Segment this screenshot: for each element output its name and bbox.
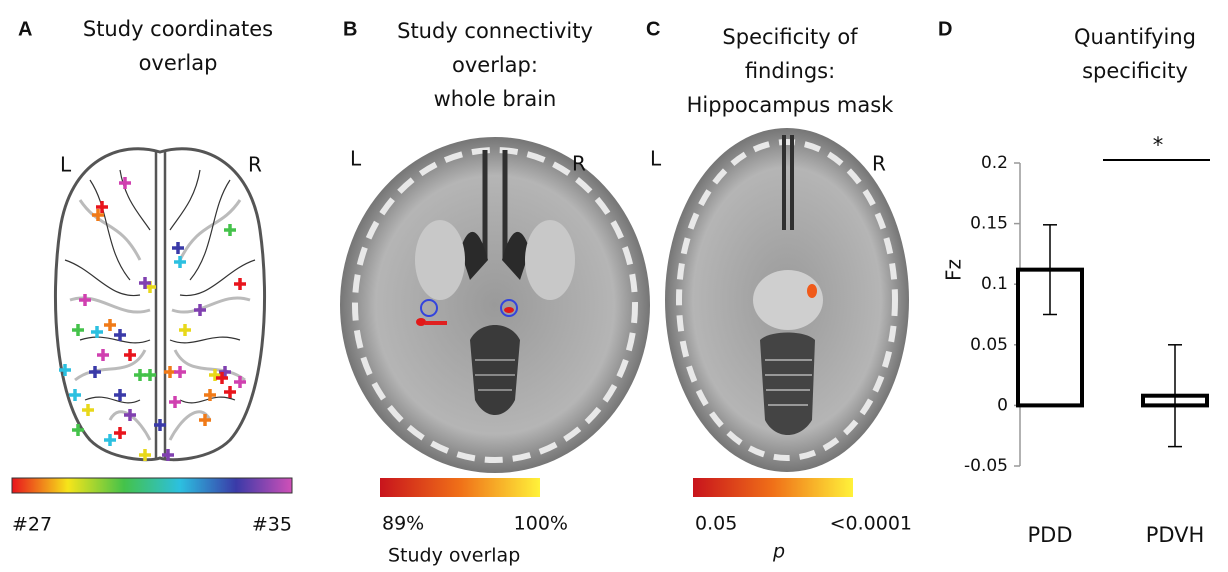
brain-slice (340, 137, 650, 473)
colorbar (380, 478, 540, 497)
panel-letter: A (18, 18, 32, 40)
panel-title: overlap (139, 51, 218, 75)
y-tick-label: -0.05 (964, 456, 1008, 476)
scale-label: <0.0001 (830, 513, 912, 535)
panel-letter: D (938, 18, 952, 40)
y-tick-label: 0.2 (981, 153, 1008, 173)
x-tick-label: PDD (1027, 523, 1072, 547)
y-tick-label: 0.15 (970, 214, 1008, 234)
scale-title: p (772, 541, 785, 563)
chart-title: specificity (1082, 59, 1188, 83)
scale-label: 100% (514, 513, 568, 535)
bar-chart: -0.05 0 0.05 0.1 0.15 0.2 PDD PDVH * (964, 133, 1210, 547)
brain-slice (665, 128, 909, 472)
panel-title: findings: (745, 59, 835, 83)
scale-label: 89% (382, 513, 424, 535)
colorbar (693, 478, 853, 497)
significance-label: * (1153, 133, 1164, 157)
side-label: R (872, 152, 886, 176)
panel-letter: C (646, 18, 660, 40)
y-tick-label: 0.1 (981, 274, 1008, 294)
y-tick-label: 0.05 (970, 335, 1008, 355)
scale-label: 0.05 (695, 513, 737, 535)
glass-brain (53, 147, 267, 462)
chart-title: Quantifying (1074, 25, 1196, 49)
panel-title: Study coordinates (83, 17, 273, 41)
panel-title: overlap: (452, 53, 538, 77)
panel-title: Study connectivity (397, 19, 593, 43)
scale-label: #35 (252, 514, 292, 536)
side-label: R (248, 153, 262, 177)
side-label: L (350, 147, 362, 171)
side-label: L (60, 153, 72, 177)
side-label: L (650, 147, 662, 171)
colorbar (11, 477, 293, 494)
panel-title: Hippocampus mask (687, 93, 895, 117)
y-axis-label: Fz (942, 259, 966, 281)
scale-label: #27 (12, 514, 52, 536)
panel-title: whole brain (434, 87, 557, 111)
y-tick-label: 0 (997, 395, 1008, 415)
x-tick-label: PDVH (1146, 523, 1205, 547)
panel-title: Specificity of (722, 25, 858, 49)
scale-title: Study overlap (388, 545, 520, 567)
side-label: R (572, 152, 586, 176)
panel-letter: B (343, 18, 357, 40)
